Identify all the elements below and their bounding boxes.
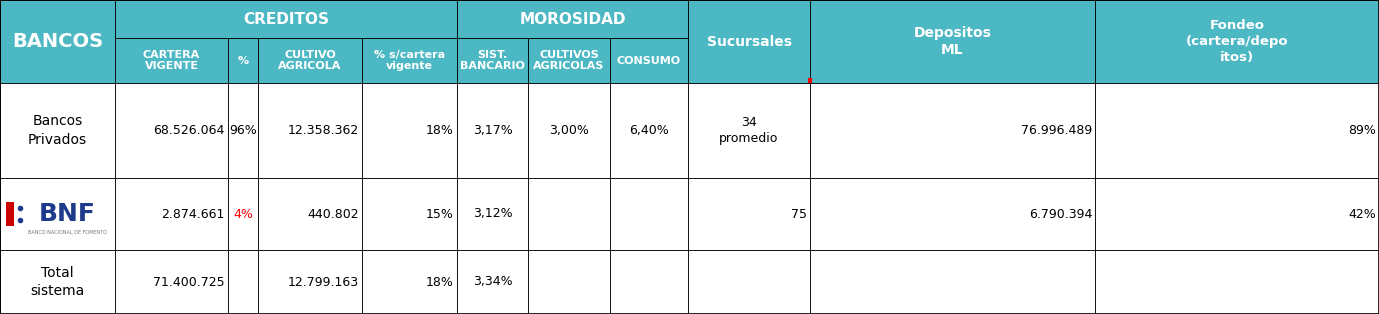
Text: 12.799.163: 12.799.163: [288, 275, 359, 289]
Text: 18%: 18%: [426, 124, 454, 137]
Bar: [809, 83, 1095, 178]
Text: CREDITOS: CREDITOS: [243, 12, 330, 26]
Bar: [456, 178, 528, 250]
Bar: [610, 178, 688, 250]
Bar: [610, 38, 688, 83]
Bar: [363, 83, 456, 178]
Bar: [610, 0, 688, 38]
Bar: [688, 0, 809, 38]
Text: 89%: 89%: [1349, 124, 1376, 137]
Text: CONSUMO: CONSUMO: [616, 56, 681, 66]
Text: 3,17%: 3,17%: [473, 124, 513, 137]
Bar: [228, 0, 258, 38]
Bar: [114, 0, 228, 38]
Bar: [114, 83, 228, 178]
Bar: [0, 0, 114, 83]
Bar: [228, 250, 258, 314]
Text: %: %: [237, 56, 248, 66]
Text: 4%: 4%: [233, 208, 252, 220]
Bar: [1095, 250, 1379, 314]
Bar: [456, 0, 528, 38]
Text: Depositos
ML: Depositos ML: [913, 26, 992, 57]
Text: 96%: 96%: [229, 124, 256, 137]
Bar: [688, 83, 809, 178]
Text: CULTIVOS
AGRICOLAS: CULTIVOS AGRICOLAS: [534, 50, 604, 71]
Bar: [809, 0, 1095, 83]
Bar: [228, 178, 258, 250]
Text: 71.400.725: 71.400.725: [153, 275, 225, 289]
Bar: [809, 178, 1095, 250]
Bar: [528, 0, 610, 38]
Bar: [258, 38, 363, 83]
Text: SIST.
BANCARIO: SIST. BANCARIO: [461, 50, 525, 71]
Text: Sucursales: Sucursales: [706, 35, 792, 48]
Bar: [688, 178, 809, 250]
Text: BNF: BNF: [39, 202, 97, 226]
Bar: [809, 0, 1095, 38]
Bar: [528, 250, 610, 314]
Bar: [228, 38, 258, 83]
Text: BANCO NACIONAL DE FOMENTO: BANCO NACIONAL DE FOMENTO: [28, 230, 108, 235]
Text: 34
promedio: 34 promedio: [720, 116, 779, 145]
Bar: [363, 178, 456, 250]
Bar: [0, 250, 114, 314]
Text: Total
sistema: Total sistema: [30, 266, 84, 298]
Text: 75: 75: [792, 208, 807, 220]
Text: 3,12%: 3,12%: [473, 208, 513, 220]
Bar: [0, 178, 114, 250]
Bar: [610, 83, 688, 178]
Bar: [456, 250, 528, 314]
Text: 6.790.394: 6.790.394: [1029, 208, 1092, 220]
Text: % s/cartera
vigente: % s/cartera vigente: [374, 50, 445, 71]
Text: 12.358.362: 12.358.362: [288, 124, 359, 137]
Text: 68.526.064: 68.526.064: [153, 124, 225, 137]
Text: BANCOS: BANCOS: [12, 32, 103, 51]
Bar: [258, 250, 363, 314]
Text: CULTIVO
AGRICOLA: CULTIVO AGRICOLA: [279, 50, 342, 71]
Text: CARTERA
VIGENTE: CARTERA VIGENTE: [143, 50, 200, 71]
Text: 3,34%: 3,34%: [473, 275, 513, 289]
Text: 6,40%: 6,40%: [629, 124, 669, 137]
Bar: [456, 83, 528, 178]
Bar: [688, 250, 809, 314]
Bar: [809, 250, 1095, 314]
Text: 3,00%: 3,00%: [549, 124, 589, 137]
Bar: [0, 83, 114, 178]
Bar: [363, 0, 456, 38]
Bar: [1095, 0, 1379, 83]
Bar: [114, 250, 228, 314]
Bar: [228, 83, 258, 178]
Text: 76.996.489: 76.996.489: [1020, 124, 1092, 137]
Bar: [528, 38, 610, 83]
Bar: [114, 38, 228, 83]
Bar: [258, 83, 363, 178]
Text: Fondeo
(cartera/depo
itos): Fondeo (cartera/depo itos): [1186, 19, 1288, 64]
Bar: [1095, 83, 1379, 178]
Text: 18%: 18%: [426, 275, 454, 289]
Bar: [0, 0, 114, 38]
Text: 42%: 42%: [1349, 208, 1376, 220]
Bar: [1095, 178, 1379, 250]
Bar: [6, 202, 14, 226]
Bar: [258, 178, 363, 250]
Bar: [1095, 0, 1379, 38]
Bar: [114, 0, 456, 38]
Text: 2.874.661: 2.874.661: [161, 208, 225, 220]
Bar: [528, 83, 610, 178]
Bar: [363, 38, 456, 83]
Bar: [528, 178, 610, 250]
Bar: [688, 0, 809, 83]
Bar: [610, 250, 688, 314]
Text: 440.802: 440.802: [308, 208, 359, 220]
Bar: [456, 0, 688, 38]
Bar: [363, 250, 456, 314]
Text: MOROSIDAD: MOROSIDAD: [520, 12, 626, 26]
Bar: [114, 178, 228, 250]
Bar: [258, 0, 363, 38]
Bar: [456, 38, 528, 83]
Text: 15%: 15%: [426, 208, 454, 220]
Text: Bancos
Privados: Bancos Privados: [28, 114, 87, 147]
